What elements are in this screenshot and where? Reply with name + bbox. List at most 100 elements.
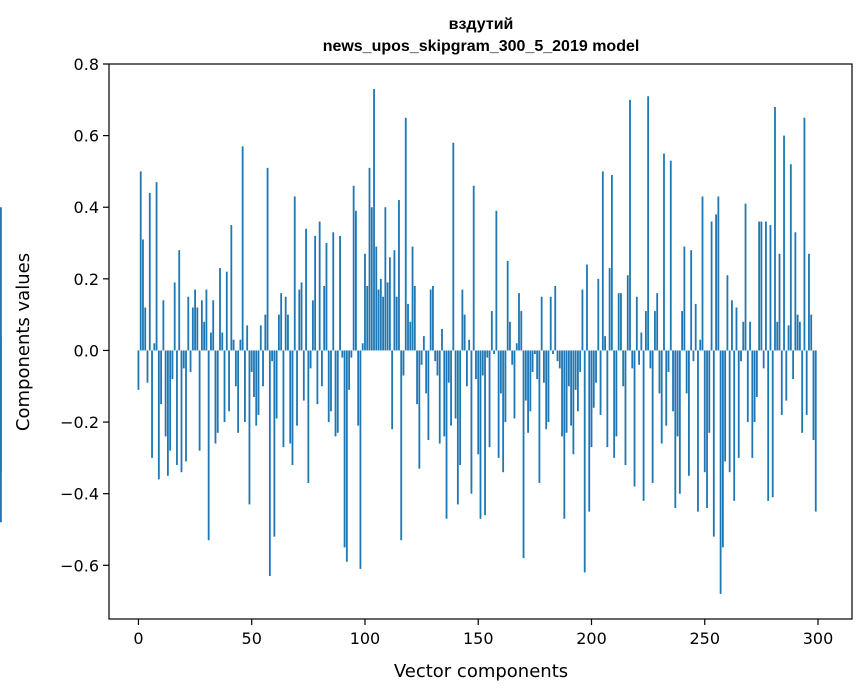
bar-component-273 [755, 350, 758, 397]
bar-component-46 [241, 146, 244, 351]
bar-component-104 [373, 89, 375, 351]
bar-component-6 [151, 350, 153, 458]
bar-component-167 [515, 343, 518, 351]
bar-component-61 [275, 350, 278, 419]
x-tick-label: 200 [576, 629, 607, 648]
bar-component-142 [459, 350, 462, 466]
bar-component-247 [697, 350, 699, 512]
y-tick-label: 0.4 [74, 198, 99, 217]
bar-component-51 [253, 350, 255, 397]
bar-component-112 [391, 350, 394, 430]
bar-component-76 [309, 350, 312, 369]
bar-component-131 [434, 350, 437, 362]
bar-component-196 [581, 289, 584, 351]
bar-component-261 [728, 350, 731, 473]
bar-component-69 [293, 196, 296, 351]
bar-component-253 [710, 221, 713, 351]
bar-component-170 [522, 350, 525, 559]
bar-component-277 [765, 221, 767, 351]
bar-component-14 [169, 350, 172, 451]
bar-component-295 [805, 350, 808, 415]
bar-component-117 [402, 350, 405, 376]
bar-component-270 [749, 321, 751, 351]
bar-component-99 [361, 343, 364, 351]
bar-component-191 [570, 350, 573, 426]
bar-component-153 [484, 350, 486, 516]
bar-component-172 [527, 350, 529, 433]
bar-component-67 [289, 350, 292, 444]
bar-component-20 [182, 350, 185, 369]
bar-component-43 [234, 350, 237, 387]
bar-component-40 [228, 350, 230, 412]
bar-component-159 [497, 350, 500, 458]
bar-component-202 [595, 350, 597, 383]
bar-component-157 [493, 350, 495, 355]
bar-component-17 [176, 350, 178, 466]
bar-component-294 [803, 117, 806, 351]
bar-component-25 [194, 289, 196, 351]
bar-component-281 [774, 106, 776, 351]
bar-component-182 [549, 296, 552, 351]
bar-component-185 [556, 350, 559, 362]
bar-component-129 [429, 289, 432, 351]
bar-component-119 [407, 303, 409, 351]
y-tick-label: 0.6 [74, 127, 99, 146]
bar-component-195 [579, 350, 582, 372]
bar-component-199 [588, 350, 591, 512]
bar-component-160 [499, 350, 502, 394]
bar-component-194 [577, 350, 579, 412]
bar-component-7 [153, 343, 156, 351]
bar-component-53 [257, 350, 260, 415]
bar-component-91 [343, 350, 346, 548]
plot-frame [108, 63, 853, 620]
bar-component-2 [142, 239, 144, 351]
bar-component-100 [364, 253, 366, 351]
bar-component-64 [282, 350, 285, 448]
bar-component-92 [345, 350, 348, 562]
bar-component-260 [726, 275, 729, 351]
bar-component-81 [321, 350, 323, 387]
bar-component-62 [277, 314, 280, 351]
bar-component-180 [545, 350, 548, 430]
bar-component-225 [647, 96, 650, 351]
bar-component-120 [409, 321, 412, 351]
bar-component-181 [547, 350, 550, 423]
bar-component-60 [273, 350, 276, 537]
bar-component-230 [658, 350, 661, 394]
bar-component-240 [681, 311, 684, 351]
bar-component-205 [601, 171, 604, 351]
bar-component-187 [561, 350, 563, 437]
bar-component-0 [137, 350, 140, 390]
bar-component-249 [701, 196, 704, 351]
bar-component-44 [237, 350, 240, 433]
chart-title-line-1: вздутий [449, 16, 514, 33]
bar-component-39 [225, 271, 228, 351]
bar-component-211 [615, 350, 618, 437]
bar-component-171 [524, 350, 527, 401]
bar-component-285 [783, 135, 785, 351]
bar-component-128 [427, 350, 430, 440]
bar-component-223 [642, 350, 645, 501]
bar-component-124 [418, 350, 421, 469]
bar-component-78 [314, 235, 317, 351]
bar-component-140 [454, 350, 457, 419]
bar-component-125 [420, 350, 423, 365]
bar-component-262 [731, 300, 733, 351]
bar-component-188 [563, 350, 566, 519]
bar-component-280 [771, 350, 774, 498]
bar-component-13 [166, 350, 169, 476]
bar-component-15 [171, 350, 174, 380]
bar-component-148 [472, 185, 475, 351]
y-tick-label: 0.8 [74, 55, 99, 74]
bar-component-229 [656, 293, 659, 351]
bar-component-87 [334, 350, 337, 437]
bar-component-168 [518, 293, 520, 351]
bar-component-59 [271, 350, 273, 362]
bar-component-299 [814, 350, 817, 512]
bar-component-98 [359, 350, 362, 569]
bar-component-224 [644, 311, 647, 351]
bar-component-178 [540, 296, 543, 351]
bar-component-107 [379, 278, 382, 351]
bar-component-155 [488, 350, 491, 448]
